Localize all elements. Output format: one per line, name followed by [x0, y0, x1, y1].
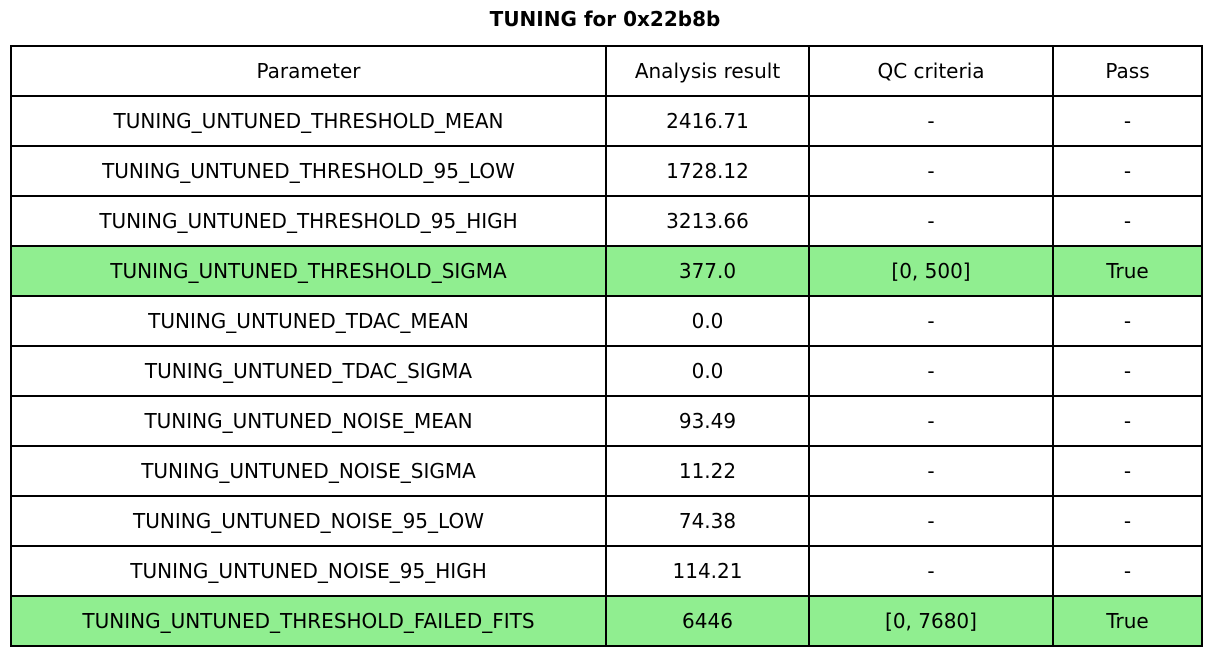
table-row: TUNING_UNTUNED_THRESHOLD_FAILED_FITS 6446…	[10, 595, 1203, 647]
cell-pass: -	[1052, 145, 1203, 197]
cell-parameter: TUNING_UNTUNED_THRESHOLD_95_HIGH	[10, 195, 607, 247]
cell-analysis-result: 11.22	[605, 445, 810, 497]
cell-analysis-result: 0.0	[605, 345, 810, 397]
cell-qc-criteria: -	[808, 345, 1054, 397]
cell-parameter: TUNING_UNTUNED_THRESHOLD_MEAN	[10, 95, 607, 147]
cell-analysis-result: 1728.12	[605, 145, 810, 197]
column-header-analysis-result: Analysis result	[605, 45, 810, 97]
cell-qc-criteria: -	[808, 295, 1054, 347]
cell-analysis-result: 74.38	[605, 495, 810, 547]
cell-analysis-result: 114.21	[605, 545, 810, 597]
cell-parameter: TUNING_UNTUNED_NOISE_95_LOW	[10, 495, 607, 547]
cell-pass: -	[1052, 495, 1203, 547]
table-row: TUNING_UNTUNED_NOISE_95_HIGH 114.21- -	[10, 545, 1203, 597]
cell-analysis-result: 377.0	[605, 245, 810, 297]
table-row: TUNING_UNTUNED_THRESHOLD_95_HIGH 3213.66-…	[10, 195, 1203, 247]
cell-qc-criteria: -	[808, 445, 1054, 497]
cell-qc-criteria: [0, 500]	[808, 245, 1054, 297]
cell-parameter: TUNING_UNTUNED_TDAC_SIGMA	[10, 345, 607, 397]
table-header: Parameter Analysis result QC criteria Pa…	[10, 45, 1203, 97]
cell-parameter: TUNING_UNTUNED_TDAC_MEAN	[10, 295, 607, 347]
cell-analysis-result: 6446	[605, 595, 810, 647]
cell-pass: -	[1052, 345, 1203, 397]
column-header-pass: Pass	[1052, 45, 1203, 97]
cell-qc-criteria: [0, 7680]	[808, 595, 1054, 647]
cell-qc-criteria: -	[808, 495, 1054, 547]
cell-pass: -	[1052, 95, 1203, 147]
cell-parameter: TUNING_UNTUNED_THRESHOLD_95_LOW	[10, 145, 607, 197]
cell-pass: -	[1052, 195, 1203, 247]
cell-parameter: TUNING_UNTUNED_THRESHOLD_FAILED_FITS	[10, 595, 607, 647]
cell-qc-criteria: -	[808, 145, 1054, 197]
cell-qc-criteria: -	[808, 195, 1054, 247]
table-row: TUNING_UNTUNED_TDAC_SIGMA 0.0- -	[10, 345, 1203, 397]
cell-parameter: TUNING_UNTUNED_NOISE_95_HIGH	[10, 545, 607, 597]
cell-qc-criteria: -	[808, 395, 1054, 447]
cell-analysis-result: 2416.71	[605, 95, 810, 147]
cell-analysis-result: 3213.66	[605, 195, 810, 247]
cell-pass: True	[1052, 595, 1203, 647]
header-row: Parameter Analysis result QC criteria Pa…	[10, 45, 1203, 97]
cell-qc-criteria: -	[808, 95, 1054, 147]
column-header-parameter: Parameter	[10, 45, 607, 97]
cell-pass: -	[1052, 545, 1203, 597]
tuning-results-table: Parameter Analysis result QC criteria Pa…	[10, 45, 1203, 647]
cell-analysis-result: 0.0	[605, 295, 810, 347]
table-row: TUNING_UNTUNED_THRESHOLD_MEAN 2416.71- -	[10, 95, 1203, 147]
cell-pass: True	[1052, 245, 1203, 297]
table-body: TUNING_UNTUNED_THRESHOLD_MEAN 2416.71- - TU…	[10, 95, 1203, 647]
table-row: TUNING_UNTUNED_NOISE_SIGMA 11.22- -	[10, 445, 1203, 497]
cell-qc-criteria: -	[808, 545, 1054, 597]
cell-pass: -	[1052, 295, 1203, 347]
cell-pass: -	[1052, 445, 1203, 497]
cell-parameter: TUNING_UNTUNED_NOISE_MEAN	[10, 395, 607, 447]
cell-pass: -	[1052, 395, 1203, 447]
cell-parameter: TUNING_UNTUNED_THRESHOLD_SIGMA	[10, 245, 607, 297]
page-title: TUNING for 0x22b8b	[489, 7, 721, 31]
table-row: TUNING_UNTUNED_NOISE_MEAN 93.49- -	[10, 395, 1203, 447]
table-row: TUNING_UNTUNED_TDAC_MEAN 0.0- -	[10, 295, 1203, 347]
table-row: TUNING_UNTUNED_NOISE_95_LOW 74.38- -	[10, 495, 1203, 547]
table-row: TUNING_UNTUNED_THRESHOLD_95_LOW 1728.12- -	[10, 145, 1203, 197]
table-row: TUNING_UNTUNED_THRESHOLD_SIGMA 377.0 [0, 5…	[10, 245, 1203, 297]
cell-parameter: TUNING_UNTUNED_NOISE_SIGMA	[10, 445, 607, 497]
column-header-qc-criteria: QC criteria	[808, 45, 1054, 97]
cell-analysis-result: 93.49	[605, 395, 810, 447]
